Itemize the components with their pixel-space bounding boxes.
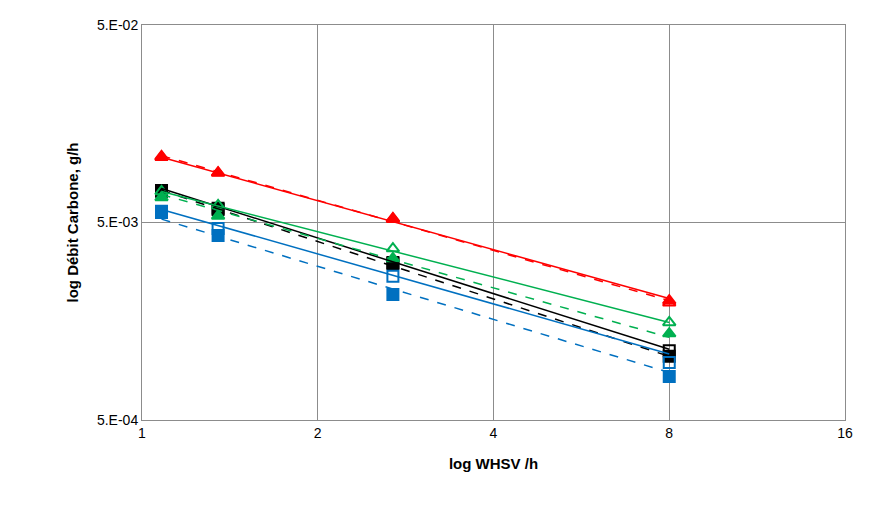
svg-text:8: 8	[665, 425, 673, 441]
svg-text:1: 1	[138, 425, 146, 441]
svg-text:16: 16	[837, 425, 853, 441]
svg-text:log Débit Carbone, g/h: log Débit Carbone, g/h	[64, 143, 81, 303]
svg-text:5.E-04: 5.E-04	[97, 412, 138, 428]
svg-text:4: 4	[490, 425, 498, 441]
svg-text:log WHSV /h: log WHSV /h	[449, 455, 538, 472]
svg-text:2: 2	[314, 425, 322, 441]
svg-text:5.E-02: 5.E-02	[97, 17, 138, 33]
svg-text:5.E-03: 5.E-03	[97, 214, 138, 230]
